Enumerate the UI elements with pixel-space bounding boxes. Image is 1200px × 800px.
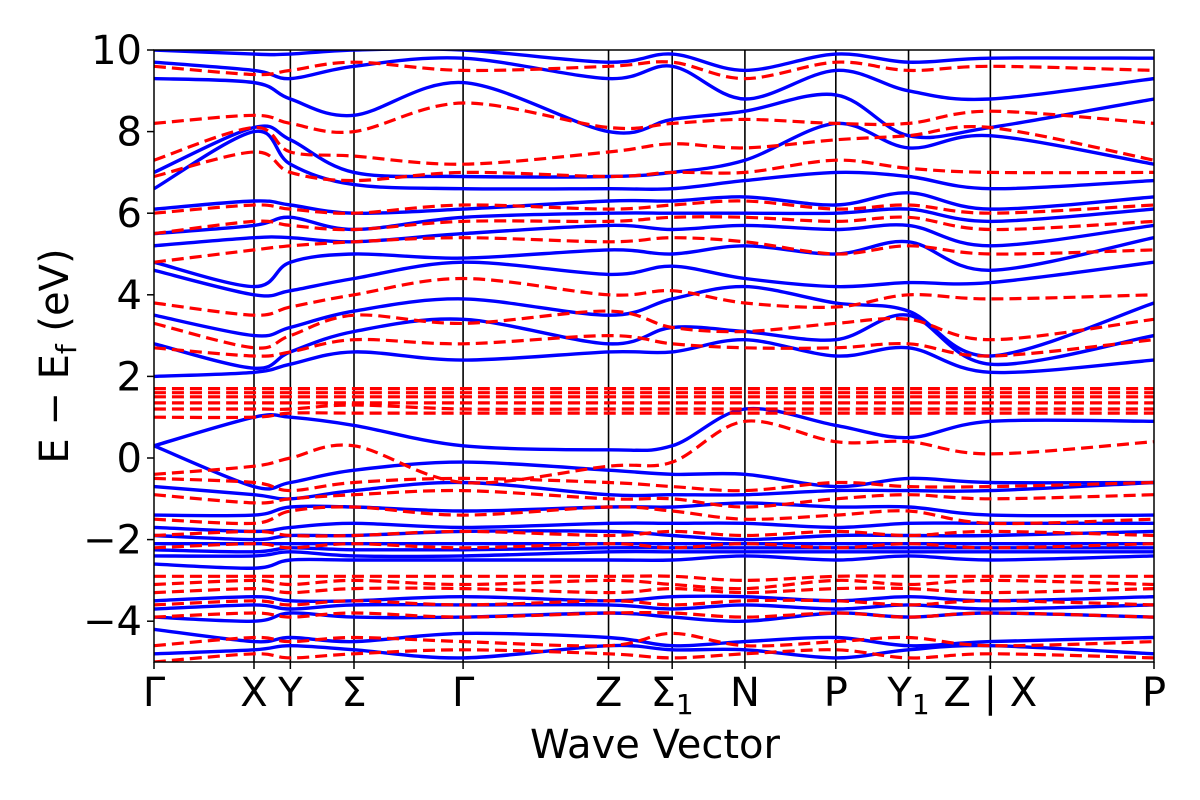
dashed-band-7 [154,542,1154,550]
y-tick-label: 4 [117,273,142,319]
solid-band-10 [154,521,1154,534]
kpoint-divider-lines [253,50,992,662]
dashed-band-1 [154,631,1154,648]
y-axis-ticks: −4 −2 0 2 4 6 8 10 [83,28,154,645]
dashed-band-11 [154,476,1154,493]
solid-band-22 [154,191,1154,216]
solid-band-23 [154,129,1154,192]
x-tick-label-5: Z [595,670,622,716]
x-tick-label-2: Y [277,670,303,716]
x-axis-label: Wave Vector [530,722,781,768]
y-axis-label-subscript: f [50,343,83,354]
y-tick-label: −4 [83,599,142,645]
plot-frame [153,49,1155,663]
dashed-band-8 [154,529,1154,538]
y-tick-label: −2 [83,518,142,564]
dashed-band-13 [154,411,1154,420]
dashed-band-20 [154,309,1154,350]
solid-band-5 [154,554,1154,570]
dashed-band-0 [154,648,1154,662]
dashed-band-9 [154,505,1154,526]
x-axis-ticks: Γ X Y Σ Γ Z Σ1 N P Y1 Z | X P [143,662,1166,721]
solid-band-26 [154,56,1154,102]
dashed-band-6 [154,574,1154,583]
solid-band-3 [154,602,1154,611]
solid-band-20 [154,223,1154,248]
y-axis-label-unit: (eV) [32,248,78,344]
dashed-band-21 [154,276,1154,317]
dashed-band-28 [154,60,1154,81]
dashed-band-12 [154,419,1154,485]
solid-band-17 [154,284,1154,358]
solid-band-4 [154,594,1154,604]
solid-band-18 [154,260,1154,298]
y-tick-label: 8 [117,110,142,156]
solid-band-0 [154,643,1154,660]
y-axis-label: E − Ef (eV) [32,248,83,463]
solid-band-19 [154,236,1154,289]
y-tick-label: 10 [91,28,142,74]
solid-band-25 [154,76,1154,140]
solid-band-6 [154,549,1154,559]
x-tick-label-7: N [730,670,760,716]
dashed-band-4 [154,586,1154,595]
dashed-band-14 [154,403,1154,411]
band-lines [154,50,1154,662]
dashed-band-23 [154,215,1154,236]
x-tick-label-1: X [240,670,267,716]
y-tick-label: 2 [117,354,142,400]
x-tick-label-11: P [1142,670,1166,716]
dashed-band-2 [154,610,1154,619]
dashed-band-26 [154,124,1154,166]
x-tick-label-10: Z | X [944,670,1038,716]
x-tick-label-6: Σ1 [651,670,694,721]
x-tick-label-3: Σ [341,670,366,716]
solid-band-27 [154,50,1154,73]
dashed-band-3 [154,598,1154,607]
solid-band-1 [154,627,1154,648]
dashed-band-22 [154,236,1154,264]
y-tick-label: 0 [117,436,142,482]
x-tick-label-0: Γ [143,670,166,716]
x-tick-label-9: Y1 [886,670,929,721]
x-tick-label-4: Γ [452,670,475,716]
y-axis-label-main: E − E [32,354,78,464]
solid-band-15 [154,337,1154,379]
dashed-band-19 [154,333,1154,358]
dashed-band-27 [154,101,1154,134]
y-tick-label: 6 [117,191,142,237]
solid-band-13 [154,444,1154,491]
dashed-band-25 [154,150,1154,183]
solid-band-21 [154,207,1154,236]
dashed-band-24 [154,199,1154,215]
solid-band-14 [154,406,1154,453]
dashed-band-10 [154,488,1154,509]
x-tick-label-8: P [824,670,848,716]
dashed-band-5 [154,578,1154,591]
